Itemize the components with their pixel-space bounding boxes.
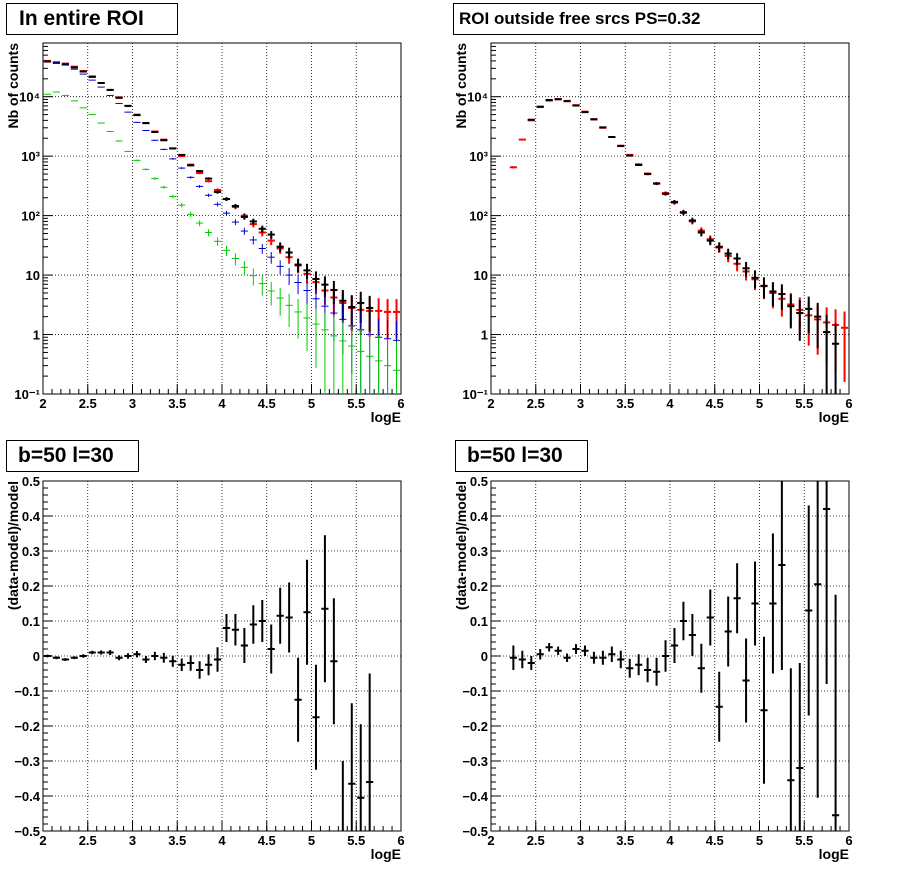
y-tick-label: 10² [469,209,488,224]
x-tick-label: 5.5 [795,396,813,411]
x-tick-label: 4.5 [258,396,276,411]
x-tick-label: 6 [845,396,852,411]
y-tick-label: 0.5 [470,474,488,489]
y-tick-label: 0.4 [22,509,41,524]
y-tick-label: 0.1 [22,614,40,629]
x-tick-label: 2 [487,833,494,848]
x-tick-label: 3 [577,396,584,411]
y-tick-label: 10³ [21,149,40,164]
x-tick-label: 3.5 [616,396,634,411]
panel-title-entire-roi: In entire ROI [6,3,178,35]
y-tick-label: 1 [33,328,40,343]
y-tick-label: −0.4 [14,789,40,804]
x-tick-label: 4 [666,396,674,411]
x-tick-label: 4 [218,833,226,848]
y-tick-label: −0.2 [462,719,488,734]
y-tick-label: −0.4 [462,789,488,804]
y-tick-label: −0.5 [14,824,40,839]
y-axis-title: Nb of counts [453,43,469,129]
x-tick-label: 6 [397,833,404,848]
x-tick-label: 2.5 [79,833,97,848]
y-tick-label: 0.5 [22,474,40,489]
y-tick-label: 10 [26,268,40,283]
x-tick-label: 5 [756,833,763,848]
y-axis-title: Nb of counts [5,43,21,129]
x-tick-label: 3 [129,833,136,848]
plot-frame [42,42,402,395]
x-tick-label: 2 [487,396,494,411]
data-markers [43,535,374,831]
x-tick-label: 5.5 [795,833,813,848]
y-tick-label: 10² [21,209,40,224]
y-tick-label: −0.3 [14,754,40,769]
y-tick-label: 0.2 [22,579,40,594]
x-tick-label: 4 [218,396,226,411]
x-tick-label: 2.5 [527,396,545,411]
y-tick-label: −0.5 [462,824,488,839]
y-tick-label: 0.3 [22,544,40,559]
x-tick-label: 2.5 [527,833,545,848]
x-tick-label: 4.5 [706,396,724,411]
x-tick-label: 5 [756,396,763,411]
x-tick-label: 4.5 [706,833,724,848]
y-tick-label: −0.3 [462,754,488,769]
y-tick-label: −0.2 [14,719,40,734]
x-tick-label: 3 [577,833,584,848]
x-tick-label: 5.5 [347,396,365,411]
x-tick-label: 3 [129,396,136,411]
x-axis-title: logE [819,409,849,425]
data-markers [509,481,840,831]
panel-title-roi-outside-free-srcs: ROI outside free srcs PS=0.32 [453,3,765,35]
x-tick-label: 4 [666,833,674,848]
panel-title-residual-left: b=50 l=30 [6,440,139,472]
x-axis-title: logE [819,846,849,862]
x-tick-label: 4.5 [258,833,276,848]
x-tick-label: 2 [39,833,46,848]
y-tick-label: 1 [481,328,488,343]
y-tick-label: 10⁴ [19,90,40,105]
y-tick-label: −0.1 [14,684,40,699]
y-tick-label: 10⁻¹ [14,387,40,402]
data-markers [43,59,401,394]
x-axis-title: logE [371,846,401,862]
panel-title-residual-right: b=50 l=30 [455,440,588,472]
y-tick-label: 0.2 [470,579,488,594]
x-tick-label: 5.5 [347,833,365,848]
y-tick-label: 0.3 [470,544,488,559]
x-tick-label: 3.5 [168,833,186,848]
x-tick-label: 2.5 [79,396,97,411]
x-tick-label: 5 [308,396,315,411]
y-axis-title: (data-model)/model [453,481,469,610]
y-tick-label: −0.1 [462,684,488,699]
y-axis-title: (data-model)/model [5,481,21,610]
y-tick-label: 0 [33,649,40,664]
y-tick-label: 0.1 [470,614,488,629]
data-markers [509,98,849,394]
x-tick-label: 3.5 [616,833,634,848]
x-tick-label: 3.5 [168,396,186,411]
x-tick-label: 6 [845,833,852,848]
y-tick-label: 10³ [469,149,488,164]
y-tick-label: 0.4 [470,509,489,524]
plot-frame [490,42,850,395]
y-tick-label: 10⁴ [467,90,488,105]
x-axis-title: logE [371,409,401,425]
x-tick-label: 2 [39,396,46,411]
y-tick-label: 10⁻¹ [462,387,488,402]
x-tick-label: 6 [397,396,404,411]
x-tick-label: 5 [308,833,315,848]
y-tick-label: 0 [481,649,488,664]
y-tick-label: 10 [474,268,488,283]
